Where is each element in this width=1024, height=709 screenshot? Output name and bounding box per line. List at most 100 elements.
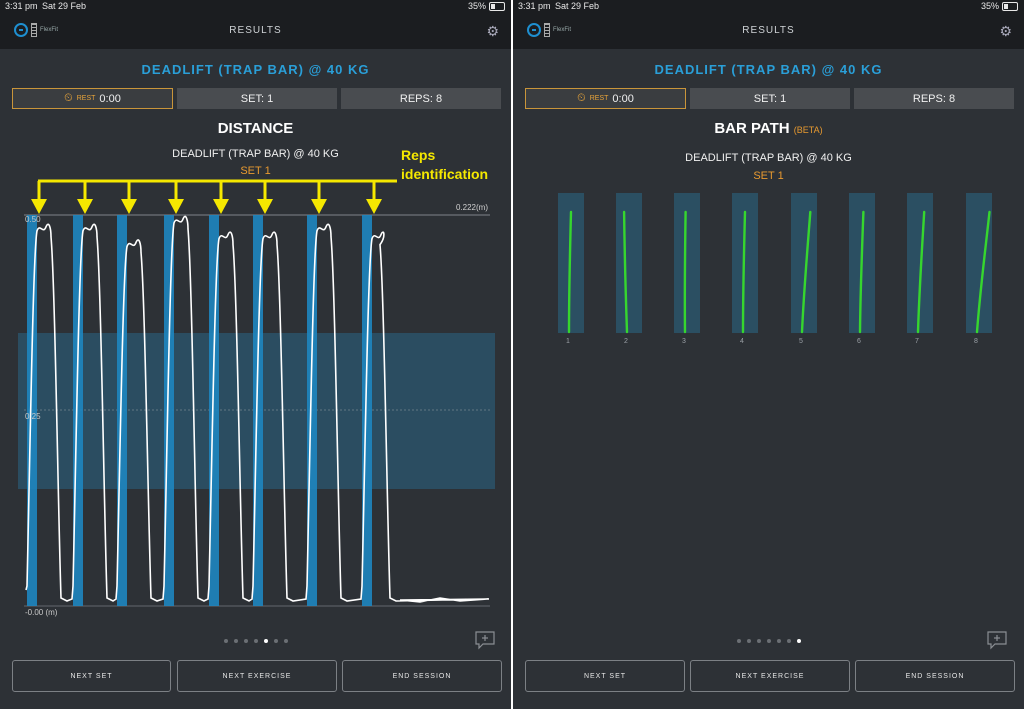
bar-path-line-2 (622, 210, 629, 334)
beta-label: (BETA) (793, 125, 823, 135)
rep-arrowhead-3 (121, 199, 137, 214)
battery-indicator: 35% (468, 1, 505, 11)
set-controls: ⏲ REST 0:00 SET: 1 REPS: 8 (525, 88, 1014, 109)
logo-ring-icon (14, 23, 28, 37)
status-time: 3:31 pm (5, 1, 38, 11)
next-set-button[interactable]: NEXT SET (525, 660, 685, 692)
page-dot[interactable] (736, 639, 741, 643)
reps-selector[interactable]: REPS: 8 (854, 88, 1014, 109)
rest-label: REST (589, 95, 609, 102)
rep-number-4: 4 (740, 338, 744, 345)
page-dot[interactable] (253, 639, 258, 643)
page-dot[interactable] (233, 639, 238, 643)
app-logo: FlexFit (14, 23, 58, 37)
gear-icon[interactable]: ⚙ (486, 23, 499, 39)
timer-icon: ⏲ (64, 92, 73, 104)
chart-set-label: SET 1 (240, 165, 271, 177)
reps-selector[interactable]: REPS: 8 (341, 88, 501, 109)
battery-indicator: 35% (981, 1, 1018, 11)
gear-icon[interactable]: ⚙ (999, 23, 1012, 39)
distance-chart: 0.50 0.25 -0.00 (m) 0.222(m) (18, 179, 495, 617)
reps-identification-annotation: Reps identification (401, 146, 488, 184)
rest-time: 0:00 (612, 92, 634, 105)
bar-path-line-6 (858, 210, 865, 334)
page-dot[interactable] (756, 639, 761, 643)
page-dot[interactable] (746, 639, 751, 643)
battery-icon (489, 1, 505, 11)
page-dot[interactable] (796, 639, 801, 643)
rep-number-7: 7 (915, 338, 919, 345)
bar-path-chart: 1 2 3 4 5 6 7 8 (558, 193, 992, 345)
page-dot[interactable] (273, 639, 278, 643)
page-indicator[interactable] (0, 639, 511, 643)
page-dot[interactable] (766, 639, 771, 643)
logo-bars-icon (31, 23, 37, 37)
rep-band-1 (27, 215, 37, 606)
page-title: RESULTS (229, 25, 282, 36)
nav-bar: FlexFit RESULTS ⚙ (513, 13, 1024, 49)
battery-icon (1002, 1, 1018, 11)
rep-arrowhead-7 (311, 199, 327, 214)
status-bar: 3:31 pm Sat 29 Feb 35% (0, 0, 511, 13)
status-date: Sat 29 Feb (555, 1, 600, 11)
rep-bands (27, 215, 372, 606)
rep-number-8: 8 (974, 338, 978, 345)
rep-band-5 (209, 215, 219, 606)
exercise-title: DEADLIFT (TRAP BAR) @ 40 KG (654, 62, 883, 77)
y-tick-top: 0.50 (25, 215, 41, 224)
annotation-line-2: identification (401, 166, 489, 182)
next-exercise-button[interactable]: NEXT EXERCISE (690, 660, 850, 692)
add-comment-icon[interactable] (986, 630, 1008, 650)
logo-bars-icon (544, 23, 550, 37)
rep-band-7 (307, 215, 317, 606)
bar-path-line-1 (567, 210, 573, 334)
next-exercise-button[interactable]: NEXT EXERCISE (177, 660, 337, 692)
battery-percent: 35% (467, 1, 486, 11)
rep-arrowhead-5 (213, 199, 229, 214)
add-comment-icon[interactable] (474, 630, 496, 650)
bar-path-column-2 (616, 193, 642, 333)
page-dot[interactable] (776, 639, 781, 643)
bar-path-line-5 (800, 210, 812, 334)
rep-arrowhead-6 (257, 199, 273, 214)
rest-timer-button[interactable]: ⏲ REST 0:00 (12, 88, 173, 109)
rep-number-6: 6 (857, 338, 861, 345)
distance-series-line (25, 215, 490, 603)
set-selector[interactable]: SET: 1 (177, 88, 337, 109)
rep-arrows (31, 179, 397, 214)
annotation-line-1: Reps (401, 147, 436, 163)
bottom-actions: NEXT SET NEXT EXERCISE END SESSION (12, 660, 502, 694)
page-dot[interactable] (243, 639, 248, 643)
battery-percent: 35% (980, 1, 999, 11)
end-session-button[interactable]: END SESSION (342, 660, 502, 692)
max-distance-label: 0.222(m) (456, 203, 488, 212)
bar-path-line-3 (683, 210, 687, 334)
bottom-actions: NEXT SET NEXT EXERCISE END SESSION (525, 660, 1015, 694)
logo-text: FlexFit (553, 27, 571, 33)
end-session-button[interactable]: END SESSION (855, 660, 1015, 692)
page-dot[interactable] (786, 639, 791, 643)
page-dot[interactable] (263, 639, 268, 643)
rep-band-4 (164, 215, 174, 606)
exercise-title: DEADLIFT (TRAP BAR) @ 40 KG (141, 62, 370, 77)
nav-bar: FlexFit RESULTS ⚙ (0, 13, 511, 49)
bar-path-column-3 (674, 193, 700, 333)
status-bar: 3:31 pm Sat 29 Feb 35% (513, 0, 1024, 13)
logo-ring-icon (527, 23, 541, 37)
rest-timer-button[interactable]: ⏲ REST 0:00 (525, 88, 686, 109)
page-dot[interactable] (223, 639, 228, 643)
chart-title: DISTANCE (217, 120, 294, 137)
rep-arrowhead-8 (366, 199, 382, 214)
rep-number-3: 3 (682, 338, 686, 345)
rep-number-1: 1 (566, 338, 570, 345)
next-set-button[interactable]: NEXT SET (12, 660, 171, 692)
rep-band-2 (73, 215, 83, 606)
rep-arrowhead-2 (77, 199, 93, 214)
page-dot[interactable] (283, 639, 288, 643)
set-selector[interactable]: SET: 1 (690, 88, 850, 109)
logo-text: FlexFit (40, 27, 58, 33)
set-controls: ⏲ REST 0:00 SET: 1 REPS: 8 (12, 88, 501, 109)
page-indicator[interactable] (513, 639, 1024, 643)
app-logo: FlexFit (527, 23, 571, 37)
rep-band-8 (362, 215, 372, 606)
